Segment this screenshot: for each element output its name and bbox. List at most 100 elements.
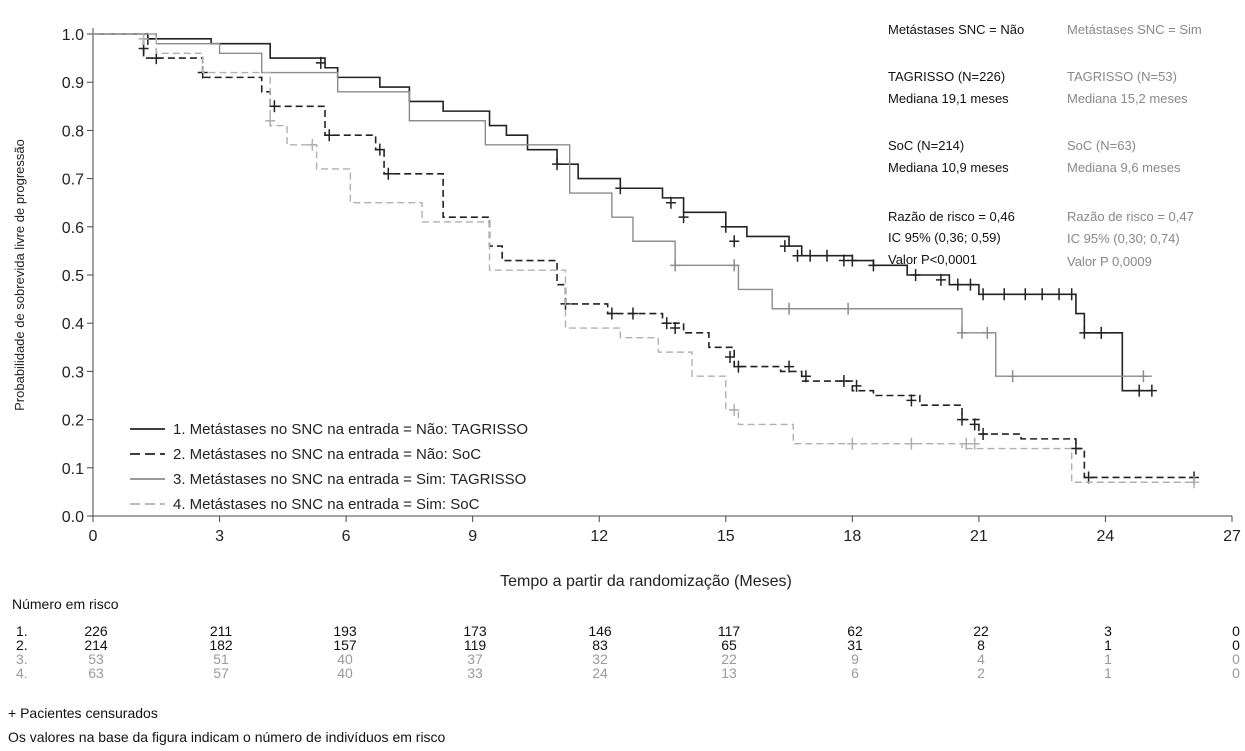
- series-1-censor-mark: [615, 182, 626, 195]
- risk-row-label: 4.: [16, 665, 28, 681]
- y-tick-label: 1.0: [62, 27, 84, 44]
- stats-gray-line-6: IC 95% (0,30; 0,74): [1067, 231, 1180, 246]
- series-1-censor-mark: [729, 235, 740, 248]
- stats-dark-line-5: Razão de risco = 0,46: [888, 209, 1015, 224]
- x-axis-title: Tempo a partir da randomização (Meses): [500, 573, 792, 590]
- series-2-censor-mark: [851, 379, 862, 392]
- risk-cell-value: 0: [1232, 651, 1240, 667]
- risk-table-title: Número em risco: [12, 596, 119, 612]
- series-2-censor-mark: [670, 322, 681, 335]
- axes: 0.0 0.1 0.2 0.3 0.4 0.5 0.6 0.7 0.8 0.9 1.0 0 3 6 9 12 1…: [12, 27, 1241, 590]
- legend-label-3: 3. Metástases no SNC na entrada = Sim: T…: [173, 471, 526, 488]
- y-tick-label: 0.2: [62, 413, 84, 430]
- stats-gray-line-0: Metástases SNC = Sim: [1067, 22, 1202, 37]
- y-tick-label: 0.1: [62, 461, 84, 478]
- series-1-censor-mark: [847, 254, 858, 267]
- risk-cell-value: 146: [588, 623, 612, 639]
- series-2-censor-mark: [1070, 442, 1081, 455]
- risk-cell-value: 157: [333, 637, 357, 653]
- y-tick-label: 0.5: [62, 268, 84, 285]
- x-tick-label: 12: [590, 528, 608, 545]
- series-1-censor-mark: [868, 259, 879, 272]
- series-2-censor-mark: [957, 413, 968, 426]
- risk-cell-value: 9: [851, 651, 859, 667]
- series-1-censor-mark: [1134, 384, 1145, 397]
- series-2-censor-mark: [800, 370, 811, 383]
- stats-panel: Metástases SNC = Não TAGRISSO (N=226) Medi…: [888, 22, 1202, 269]
- series-4-censor-mark: [138, 32, 149, 45]
- y-tick-label: 0.6: [62, 220, 84, 237]
- y-tick-label: 0.7: [62, 172, 84, 189]
- risk-cell-value: 40: [337, 651, 353, 667]
- stats-dark-line-1: TAGRISSO (N=226): [888, 69, 1005, 84]
- series-2-censor-mark: [969, 418, 980, 431]
- series-1-censor-mark: [952, 278, 963, 291]
- series-1-censor-mark: [678, 211, 689, 224]
- series-2-censor-mark: [606, 307, 617, 320]
- stats-gray-line-5: Razão de risco = 0,47: [1067, 209, 1194, 224]
- series-1-censor-mark: [552, 158, 563, 171]
- y-tick-label: 0.0: [62, 509, 84, 526]
- series-4-censor-mark: [307, 138, 318, 151]
- series-4-censor-mark: [969, 437, 980, 450]
- risk-cell-value: 0: [1232, 637, 1240, 653]
- risk-cell-value: 83: [592, 637, 608, 653]
- risk-cell-value: 8: [977, 637, 985, 653]
- series-1-censor-mark: [965, 278, 976, 291]
- series-3-censor-mark: [957, 326, 968, 339]
- risk-row-label: 1.: [16, 623, 28, 639]
- risk-cell-value: 57: [213, 665, 229, 681]
- risk-row-label: 2.: [16, 637, 28, 653]
- risk-cell-value: 24: [592, 665, 608, 681]
- x-tick-label: 6: [342, 528, 351, 545]
- x-tick-label: 21: [970, 528, 988, 545]
- legend: 1. Metástases no SNC na entrada = Não: T…: [130, 421, 528, 513]
- series-3-censor-mark: [784, 302, 795, 315]
- risk-cell-value: 0: [1232, 665, 1240, 681]
- series-1-censor-mark: [665, 196, 676, 209]
- risk-cell-value: 13: [721, 665, 737, 681]
- stats-dark-line-6: IC 95% (0,36; 0,59): [888, 230, 1001, 245]
- x-tick-label: 24: [1097, 528, 1115, 545]
- series-1-censor-mark: [822, 249, 833, 262]
- stats-dark-line-4: Mediana 10,9 meses: [888, 160, 1009, 175]
- series-1-censor-mark: [315, 56, 326, 69]
- risk-cell-value: 3: [1104, 623, 1112, 639]
- series-3-censor-mark: [1138, 370, 1149, 383]
- censored-note: + Pacientes censurados: [8, 705, 158, 721]
- series-1-censor-mark: [838, 254, 849, 267]
- risk-cell-value: 31: [847, 637, 863, 653]
- risk-cell-value: 1: [1104, 651, 1112, 667]
- series-1-censor-mark: [792, 249, 803, 262]
- risk-cell-value: 193: [333, 623, 357, 639]
- series-2-censor-mark: [784, 360, 795, 373]
- series-2-censor-mark: [269, 100, 280, 113]
- y-tick-label: 0.8: [62, 123, 84, 140]
- stats-dark-line-3: SoC (N=214): [888, 138, 964, 153]
- series-1-censor-mark: [999, 288, 1010, 301]
- legend-label-1: 1. Metástases no SNC na entrada = Não: T…: [173, 421, 528, 438]
- series-2-censor-mark: [906, 394, 917, 407]
- risk-cell-value: 182: [209, 637, 233, 653]
- x-tick-label: 9: [468, 528, 477, 545]
- y-tick-label: 0.9: [62, 75, 84, 92]
- series-2-censor-mark: [324, 129, 335, 142]
- risk-cell-value: 119: [464, 637, 487, 653]
- series-4-censor-mark: [847, 437, 858, 450]
- series-3-censor-mark: [843, 302, 854, 315]
- series-2-censor-mark: [978, 428, 989, 441]
- series-1-censor-mark: [1096, 326, 1107, 339]
- series-1-censor-mark: [910, 269, 921, 281]
- risk-cell-value: 173: [463, 623, 487, 639]
- x-tick-label: 3: [215, 528, 224, 545]
- series-layer: [93, 32, 1200, 489]
- series-2-censor-mark: [838, 375, 849, 388]
- series-3-line: [93, 33, 1152, 377]
- series-1-censor-mark: [1066, 288, 1077, 301]
- risk-cell-value: 62: [847, 623, 863, 639]
- y-axis-title: Probabilidade de sobrevida livre de prog…: [12, 139, 27, 411]
- risk-note: Os valores na base da figura indicam o n…: [8, 729, 446, 745]
- series-4-censor-mark: [1189, 476, 1200, 489]
- series-1-censor-mark: [1079, 326, 1090, 339]
